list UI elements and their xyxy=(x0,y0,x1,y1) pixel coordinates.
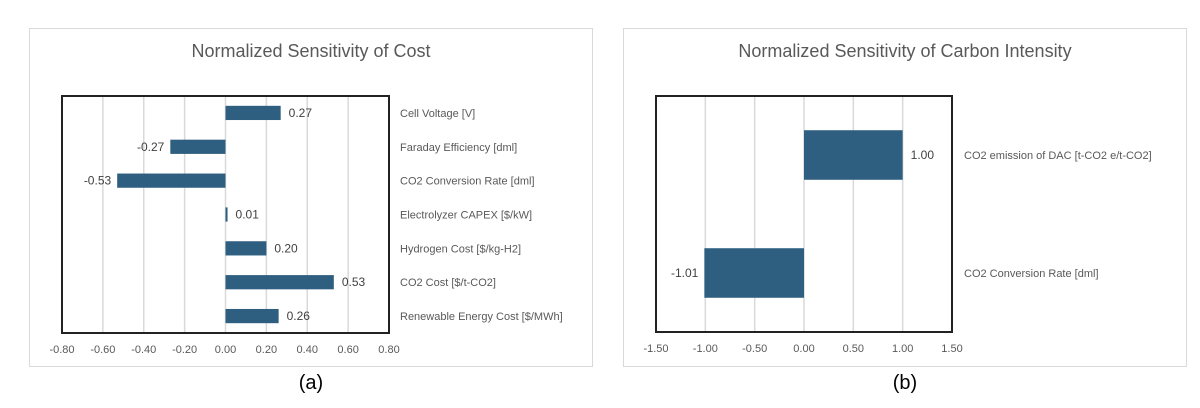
data-label: 0.53 xyxy=(342,275,366,289)
bar xyxy=(225,275,334,290)
bar xyxy=(704,248,804,298)
x-tick-label: 0.80 xyxy=(378,344,399,356)
x-tick-label: -0.50 xyxy=(742,343,767,355)
x-tick-label: -0.40 xyxy=(131,344,156,356)
bar xyxy=(170,139,226,154)
data-label: 0.27 xyxy=(289,106,313,120)
x-tick-label: 0.50 xyxy=(843,343,864,355)
x-tick-label: 1.00 xyxy=(892,343,913,355)
x-tick-label: -0.80 xyxy=(49,344,74,356)
category-label: CO2 Conversion Rate [dml] xyxy=(400,176,535,188)
x-tick-label: 0.60 xyxy=(337,344,358,356)
chart-panel-carbon: Normalized Sensitivity of Carbon Intensi… xyxy=(623,28,1187,367)
data-label: 0.26 xyxy=(287,309,311,323)
category-label: Electrolyzer CAPEX [$/kW] xyxy=(400,210,532,222)
carbon-sensitivity-chart: -1.50 -1.00 -0.50 0.00 0.50 1.00 1.50 1.00 CO2 e… xyxy=(643,95,1152,355)
category-label: Hydrogen Cost [$/kg-H2] xyxy=(400,243,521,255)
bar xyxy=(804,130,903,180)
bar xyxy=(225,105,281,121)
bar xyxy=(225,241,267,256)
x-tick-label: -0.60 xyxy=(90,344,115,356)
caption-a: (a) xyxy=(298,372,324,394)
caption-b: (b) xyxy=(892,372,918,394)
x-tick-label: 0.20 xyxy=(256,344,277,356)
category-label: CO2 emission of DAC [t-CO2 e/t-CO2] xyxy=(964,150,1152,162)
data-label: -1.01 xyxy=(671,266,699,280)
plot-frame xyxy=(61,95,390,334)
data-label: -0.27 xyxy=(137,140,165,154)
category-label: CO2 Conversion Rate [dml] xyxy=(964,268,1099,280)
x-tick-label: 0.00 xyxy=(793,343,814,355)
chart-title-cost: Normalized Sensitivity of Cost xyxy=(191,41,431,61)
x-tick-label: 0.40 xyxy=(297,344,318,356)
category-label: CO2 Cost [$/t-CO2] xyxy=(400,277,496,289)
bar xyxy=(117,173,226,188)
x-tick-label: 0.00 xyxy=(215,344,236,356)
data-label: -0.53 xyxy=(84,174,112,188)
category-label: Faraday Efficiency [dml] xyxy=(400,142,517,154)
category-label: Cell Voltage [V] xyxy=(400,108,475,120)
chart-title-carbon: Normalized Sensitivity of Carbon Intensi… xyxy=(738,41,1072,61)
data-label: 0.20 xyxy=(274,241,298,255)
x-tick-label: -1.50 xyxy=(643,343,668,355)
bar xyxy=(225,308,279,324)
x-tick-label: -0.20 xyxy=(172,344,197,356)
x-tick-label: -1.00 xyxy=(693,343,718,355)
category-label: Renewable Energy Cost [$/MWh] xyxy=(400,311,563,323)
data-label: 1.00 xyxy=(911,148,935,162)
x-tick-label: 1.50 xyxy=(941,343,962,355)
chart-panel-cost: Normalized Sensitivity of Cost -0.80 -0.6… xyxy=(29,28,593,367)
data-label: 0.01 xyxy=(236,208,260,222)
cost-sensitivity-chart: -0.80 -0.60 -0.40 -0.20 0.00 0.20 0.40 0.60 0.80… xyxy=(49,95,563,356)
plot-frame xyxy=(655,95,953,333)
bar xyxy=(225,207,228,222)
